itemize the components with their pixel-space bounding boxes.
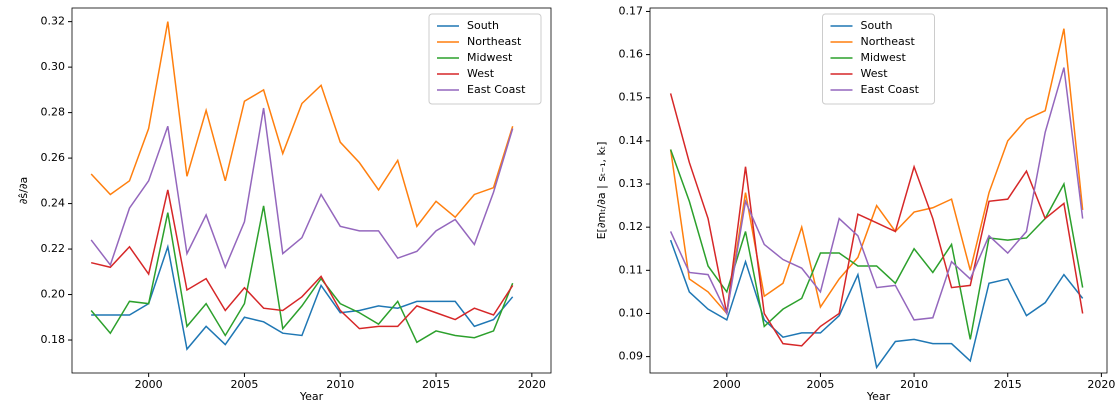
legend-label: West bbox=[467, 67, 495, 80]
y-tick-label: 0.16 bbox=[619, 48, 644, 61]
y-tick-label: 0.09 bbox=[619, 350, 644, 363]
series-line bbox=[669, 239, 1084, 370]
y-tick-label: 0.11 bbox=[619, 263, 644, 276]
y-axis-label: ∂ŝ/∂a bbox=[17, 177, 30, 205]
y-tick-label: 0.26 bbox=[41, 151, 66, 164]
series-line bbox=[90, 189, 514, 330]
legend-label: South bbox=[861, 19, 893, 32]
legend-label: East Coast bbox=[467, 83, 526, 96]
legend-box bbox=[822, 13, 935, 105]
legend-label: Midwest bbox=[467, 51, 513, 64]
x-tick-label: 2000 bbox=[135, 378, 163, 391]
y-tick-label: 0.22 bbox=[41, 242, 66, 255]
y-tick-label: 0.18 bbox=[41, 333, 66, 346]
y-tick-label: 0.10 bbox=[619, 306, 644, 319]
y-tick-label: 0.12 bbox=[619, 220, 644, 233]
y-axis-label: E[∂mₜ/∂a | sₜ₋₁, kₜ] bbox=[595, 142, 608, 240]
x-tick-label: 2010 bbox=[326, 378, 354, 391]
series-line bbox=[91, 243, 514, 351]
x-tick-label: 2020 bbox=[1087, 378, 1115, 391]
x-tick-label: 2000 bbox=[713, 378, 741, 391]
legend-label: Northeast bbox=[861, 35, 916, 48]
legend-label: South bbox=[467, 19, 499, 32]
x-tick-label: 2005 bbox=[806, 378, 834, 391]
axes-frame bbox=[649, 7, 1108, 374]
y-tick-label: 0.20 bbox=[41, 288, 66, 301]
series-line bbox=[90, 107, 514, 270]
y-tick-label: 0.15 bbox=[619, 91, 644, 104]
x-tick-label: 2015 bbox=[422, 378, 450, 391]
series-line bbox=[669, 67, 1084, 321]
legend: South Northeast Midwest West East Coast bbox=[428, 13, 542, 105]
y-tick-label: 0.13 bbox=[619, 177, 644, 190]
y-tick-label: 0.24 bbox=[41, 197, 66, 210]
series-line bbox=[669, 28, 1084, 316]
legend: South Northeast Midwest West East Coast bbox=[822, 13, 935, 105]
y-tick-label: 0.30 bbox=[41, 60, 66, 73]
legend-label: West bbox=[861, 67, 889, 80]
legend-label: Midwest bbox=[861, 51, 907, 64]
x-tick-label: 2015 bbox=[994, 378, 1022, 391]
series-line bbox=[90, 21, 514, 228]
axes-frame bbox=[71, 7, 552, 374]
x-tick-label: 2010 bbox=[900, 378, 928, 391]
x-tick-label: 2020 bbox=[518, 378, 546, 391]
x-tick-label: 2005 bbox=[230, 378, 258, 391]
series-line bbox=[669, 149, 1084, 340]
x-axis-label: Year bbox=[299, 390, 324, 403]
series-line bbox=[669, 93, 1084, 347]
y-tick-label: 0.17 bbox=[619, 4, 644, 17]
legend-box bbox=[428, 13, 542, 105]
series-line bbox=[90, 205, 514, 344]
y-tick-label: 0.28 bbox=[41, 106, 66, 119]
y-tick-label: 0.32 bbox=[41, 15, 66, 28]
y-tick-label: 0.14 bbox=[619, 134, 644, 147]
x-axis-label: Year bbox=[866, 390, 891, 403]
legend-label: Northeast bbox=[467, 35, 522, 48]
legend-label: East Coast bbox=[861, 83, 920, 96]
